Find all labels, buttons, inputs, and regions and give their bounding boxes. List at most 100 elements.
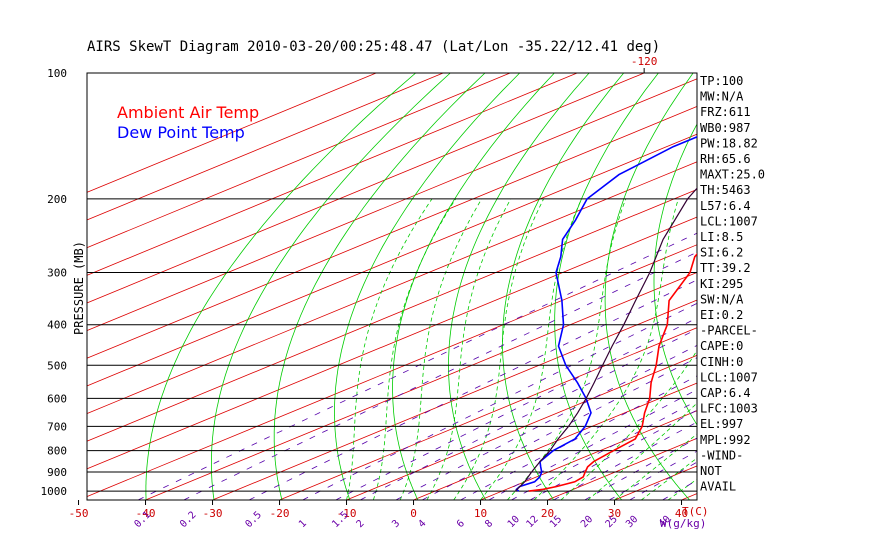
moist-adiabat [399, 198, 483, 500]
moist-adiabat [480, 198, 582, 500]
index-item: LCL:1007 [700, 214, 758, 228]
index-item: LFC:1003 [700, 402, 758, 416]
y-axis-label: PRESSURE (MB) [72, 241, 86, 335]
index-item: AVAIL [700, 480, 736, 494]
isotherm [480, 410, 697, 500]
top-temp-tick-label: -120 [631, 55, 658, 68]
isotherm [87, 244, 697, 497]
plot-frame [86, 72, 698, 501]
index-item: KI:295 [700, 277, 743, 291]
mixing-ratio-tick-label: 0.5 [243, 510, 264, 531]
dry-adiabat [502, 73, 625, 500]
index-item: LI:8.5 [700, 230, 743, 244]
isotherm [87, 73, 444, 221]
legend-air-temp: Ambient Air Temp [117, 103, 259, 122]
pressure-tick-label: 500 [47, 359, 67, 372]
moist-adiabat [346, 198, 433, 500]
isotherm [87, 161, 697, 414]
mixing-ratio-tick-label: 10 [506, 514, 522, 530]
mixing-ratio-tick-label: 30 [624, 514, 640, 530]
dry-adiabat [653, 123, 697, 426]
mixing-ratio-tick-label: 8 [483, 518, 495, 530]
dry-adiabat [145, 73, 416, 500]
mixing-ratio-tick-label: 2 [355, 518, 367, 530]
index-item: L57:6.4 [700, 199, 751, 213]
pressure-tick-label: 200 [47, 193, 67, 206]
moist-adiabat [614, 433, 697, 500]
mixing-ratio-tick-label: 1 [297, 518, 309, 530]
index-item: PW:18.82 [700, 136, 758, 150]
pressure-tick-label: 1000 [41, 485, 68, 498]
dew-point-line [515, 136, 697, 492]
isotherm [87, 73, 377, 193]
mixing-ratio-line [511, 400, 697, 500]
index-item: SI:6.2 [700, 246, 743, 260]
mixing-ratio-line [422, 357, 697, 500]
pressure-tick-label: 100 [47, 67, 67, 80]
mixing-ratio-line [183, 251, 697, 500]
index-item: TP:100 [700, 74, 743, 88]
mixing-ratio-tick-label: 4 [417, 518, 429, 530]
mixing-ratio-tick-label: 6 [455, 518, 467, 530]
index-item: MW:N/A [700, 90, 744, 104]
bottom-temp-tick-label: -50 [69, 507, 89, 520]
isotherm [87, 133, 697, 387]
pressure-tick-label: 400 [47, 319, 67, 332]
temp-unit-label: T(C) [682, 505, 709, 518]
mixing-unit-label: W(g/kg) [660, 517, 706, 530]
parcel-line [514, 187, 697, 492]
mixing-ratio-line [395, 344, 697, 500]
isotherm [749, 73, 870, 500]
isotherm [87, 78, 697, 332]
index-item: WB0:987 [700, 121, 751, 135]
moist-adiabat [507, 198, 627, 500]
isobars [87, 72, 697, 492]
dry-adiabat [273, 73, 486, 500]
profiles [514, 136, 697, 492]
index-item: LCL:1007 [700, 370, 758, 384]
dry-adiabat [334, 73, 520, 500]
index-item: EI:0.2 [700, 308, 743, 322]
moist-adiabat [533, 198, 679, 500]
mixing-ratio-tick-label: 0.2 [178, 510, 199, 531]
mixing-ratio-line [335, 317, 697, 500]
air-temp-line [528, 252, 697, 492]
index-item: CAP:6.4 [700, 386, 751, 400]
dry-adiabat [747, 73, 870, 500]
bottom-temp-tick-label: -10 [337, 507, 357, 520]
mixing-ratio-line [302, 302, 697, 500]
pressure-tick-label: 900 [47, 466, 67, 479]
mixing-ratio-line [137, 232, 697, 500]
mixing-ratio-line [248, 279, 697, 500]
bottom-temp-tick-label: 10 [474, 507, 487, 520]
bottom-temp-tick-label: 0 [410, 507, 417, 520]
mixing-ratio-tick-label: 20 [579, 514, 595, 530]
index-item: CAPE:0 [700, 339, 743, 353]
bottom-temp-tick-label: -20 [270, 507, 290, 520]
index-item: -PARCEL- [700, 324, 758, 338]
mixing-ratio-line [629, 461, 697, 500]
bottom-temp-tick-label: 20 [541, 507, 554, 520]
isotherm [87, 216, 697, 470]
moist-adiabat [641, 457, 697, 500]
isotherm [279, 327, 697, 500]
chart-title: AIRS SkewT Diagram 2010-03-20/00:25:48.4… [87, 39, 660, 55]
grid-lines [87, 73, 870, 500]
bottom-temp-tick-label: 40 [675, 507, 688, 520]
isotherm [87, 189, 697, 442]
pressure-tick-label: 600 [47, 392, 67, 405]
isotherm [87, 106, 697, 359]
index-item: -WIND- [700, 448, 743, 462]
dry-adiabat [792, 73, 870, 500]
bottom-temp-tick-label: -40 [136, 507, 156, 520]
index-item: FRZ:611 [700, 105, 751, 119]
index-item: TH:5463 [700, 183, 751, 197]
dry-adiabat [211, 73, 451, 500]
bottom-temp-tick-label: 30 [608, 507, 621, 520]
index-item: MAXT:25.0 [700, 168, 765, 182]
mixing-ratio-line [460, 375, 697, 500]
moist-adiabat [426, 198, 512, 500]
